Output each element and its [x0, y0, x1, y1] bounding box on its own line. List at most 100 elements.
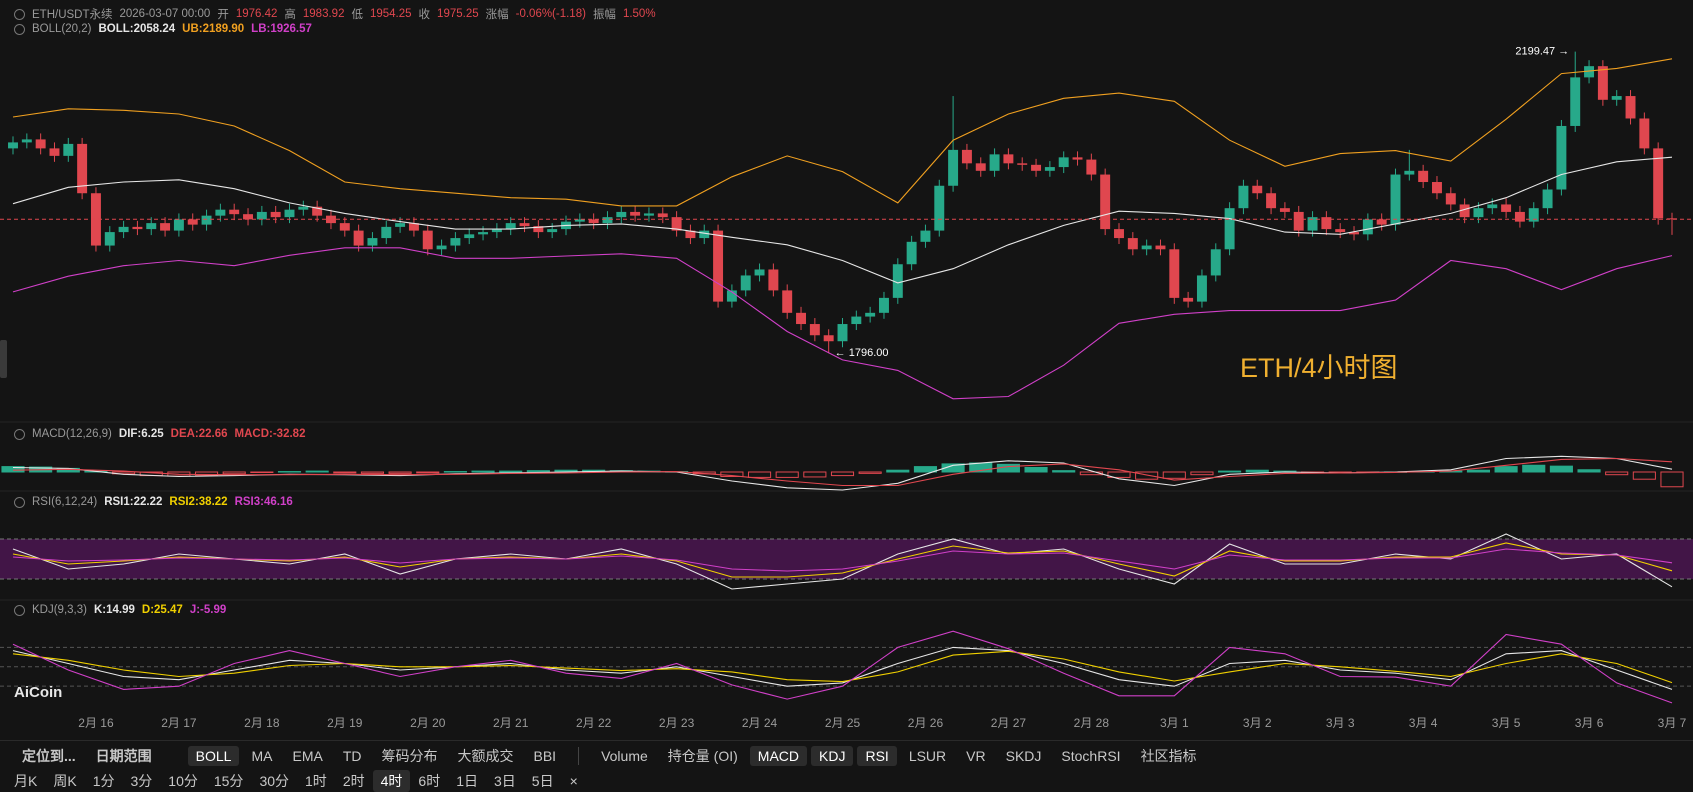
x-tick-label: 2月 24: [742, 716, 778, 730]
toggle-icon[interactable]: [14, 23, 25, 35]
macd-bar: [471, 470, 495, 473]
candle-body: [602, 217, 613, 224]
candle-body: [533, 226, 544, 233]
toggle-icon[interactable]: [14, 496, 25, 508]
candle-body: [1044, 167, 1055, 171]
toolbar-button[interactable]: KDJ: [811, 746, 854, 766]
candle-body: [1238, 185, 1249, 209]
candle-body: [367, 238, 378, 246]
candle-body: [1293, 211, 1304, 231]
timeframe-button[interactable]: 1时: [305, 772, 327, 789]
legend-item: UB:2189.90: [182, 23, 245, 35]
candle-body: [408, 223, 419, 231]
candle-body: [892, 264, 903, 298]
toolbar-button[interactable]: 日期范围: [95, 748, 152, 764]
toolbar-button[interactable]: BBI: [533, 748, 557, 764]
timeframe-button[interactable]: 周K: [53, 772, 77, 789]
toolbar-button[interactable]: 大额成交: [457, 748, 514, 764]
timeframe-button[interactable]: 10分: [168, 772, 198, 789]
timeframe-button[interactable]: 3分: [130, 772, 153, 789]
timeframe-button[interactable]: 月K: [14, 772, 38, 789]
toolbar-button[interactable]: StochRSI: [1061, 748, 1121, 764]
candle-body: [1625, 96, 1636, 119]
candle-body: [948, 149, 959, 186]
button-group: Volume 持仓量 (OI) MACD KDJ RSI LSUR VR SKDJ StochR…: [579, 744, 1218, 768]
macd-bar: [1245, 469, 1269, 473]
timeframe-button[interactable]: 4时: [372, 769, 411, 792]
candle-body: [1127, 238, 1138, 250]
timeframe-button[interactable]: 3日: [494, 772, 516, 789]
macd-bar: [333, 471, 357, 474]
timeframe-button[interactable]: 1分: [92, 772, 115, 789]
toolbar-button[interactable]: 定位到...: [22, 748, 76, 764]
candle-body: [187, 219, 198, 225]
macd-bar: [830, 471, 855, 477]
macd-bar: [499, 470, 523, 473]
candle-body: [823, 335, 834, 342]
toolbar-button[interactable]: MACD: [749, 746, 808, 766]
toolbar-button[interactable]: Volume: [601, 748, 648, 764]
timeframe-button[interactable]: 1日: [456, 772, 478, 789]
candle-body: [975, 163, 986, 171]
toolbar-button[interactable]: EMA: [292, 748, 323, 764]
background: [0, 0, 1693, 740]
candle-body: [1584, 66, 1595, 78]
macd-bar: [1024, 467, 1048, 473]
macd-bar: [1135, 471, 1159, 480]
candle-body: [630, 211, 641, 216]
toggle-icon[interactable]: [14, 428, 25, 440]
timeframe-bar: 月K 周K 1分 3分 10分 15分 30分 1时 2时 4时 6时 1日 3日 5日 ×: [0, 769, 1693, 792]
candle-body: [1514, 211, 1525, 222]
toolbar-button[interactable]: LSUR: [908, 748, 947, 764]
candle-body: [422, 230, 433, 250]
button-group: 定位到... 日期范围: [0, 744, 174, 768]
timeframe-button[interactable]: ×: [569, 772, 578, 789]
x-tick-label: 2月 26: [908, 716, 944, 730]
timeframe-button[interactable]: 5日: [531, 772, 554, 789]
side-handle[interactable]: [0, 340, 7, 378]
candle-body: [1528, 208, 1539, 222]
toolbar-button[interactable]: 筹码分布: [381, 748, 438, 764]
macd-bar: [1, 466, 25, 473]
toolbar-button[interactable]: 持仓量 (OI): [667, 748, 738, 764]
toolbar-button[interactable]: 社区指标: [1140, 748, 1197, 764]
toolbar-button[interactable]: MA: [251, 748, 273, 764]
candle-body: [1556, 125, 1567, 190]
toolbar-button[interactable]: BOLL: [187, 746, 240, 766]
candle-body: [1335, 229, 1346, 233]
toolbar-button[interactable]: RSI: [857, 746, 897, 766]
candle-body: [782, 290, 793, 313]
timeframe-button[interactable]: 6时: [418, 772, 441, 789]
candle-body: [1653, 148, 1664, 219]
indicator-line: [12, 646, 1673, 690]
toolbar-button[interactable]: TD: [342, 748, 362, 764]
candle-body: [1072, 157, 1083, 160]
timeframe-button[interactable]: 30分: [259, 772, 290, 789]
toggle-icon[interactable]: [14, 8, 25, 20]
logo: AiCoin: [14, 684, 63, 701]
button-group: BOLL MA EMA TD 筹码分布 大额成交 BBI: [174, 744, 578, 768]
toolbar-button[interactable]: SKDJ: [1005, 748, 1042, 764]
x-tick-label: 2月 25: [825, 716, 861, 730]
candle-body: [519, 223, 530, 227]
candle-body: [146, 223, 157, 230]
x-tick-label: 3月 7: [1658, 716, 1687, 730]
indicator-line: [12, 58, 1673, 207]
candle-body: [256, 211, 267, 220]
candle-body: [1542, 189, 1553, 209]
candle-body: [63, 143, 74, 156]
timeframe-button[interactable]: 15分: [213, 772, 244, 789]
candle-body: [1169, 249, 1180, 298]
legend-item: DEA:22.66: [170, 428, 228, 440]
x-tick-label: 2月 22: [576, 716, 612, 730]
timeframe-button[interactable]: 2时: [342, 772, 365, 789]
macd-bar: [1632, 471, 1656, 480]
x-tick-label: 3月 6: [1575, 716, 1604, 730]
candle-body: [1252, 185, 1263, 194]
open-label: 开: [217, 9, 229, 21]
candle-body: [934, 185, 945, 231]
toggle-icon[interactable]: [14, 604, 25, 616]
toolbar-button[interactable]: VR: [966, 748, 986, 764]
candle-body: [201, 215, 212, 225]
candle-body: [809, 324, 820, 336]
